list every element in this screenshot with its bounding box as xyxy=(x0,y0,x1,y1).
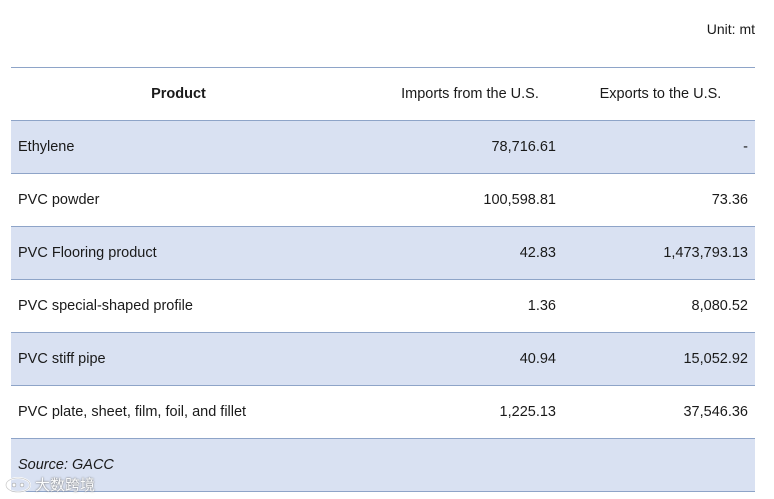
cell-product: PVC special-shaped profile xyxy=(18,298,193,314)
table-row: PVC plate, sheet, film, foil, and fillet… xyxy=(11,386,755,439)
header-imports: Imports from the U.S. xyxy=(401,86,539,102)
cell-exports: 15,052.92 xyxy=(683,351,748,367)
cell-exports: 8,080.52 xyxy=(691,298,748,314)
watermark-text: 大数跨境 xyxy=(35,477,96,494)
watermark-logo-icon xyxy=(5,476,31,493)
cell-imports: 42.83 xyxy=(519,245,556,261)
table-header-row: Product Imports from the U.S. Exports to… xyxy=(11,68,755,121)
table-row: PVC stiff pipe 40.94 15,052.92 xyxy=(11,333,755,386)
cell-product: PVC plate, sheet, film, foil, and fillet xyxy=(18,404,247,420)
header-exports: Exports to the U.S. xyxy=(599,86,722,102)
source-row: Source: GACC xyxy=(11,439,755,492)
cell-imports: 1.36 xyxy=(527,298,556,314)
cell-imports: 1,225.13 xyxy=(499,404,556,420)
cell-product: PVC powder xyxy=(18,192,100,208)
cell-product: PVC stiff pipe xyxy=(18,351,106,367)
cell-imports: 78,716.61 xyxy=(491,139,556,155)
cell-product: Ethylene xyxy=(18,139,75,155)
header-product: Product xyxy=(151,86,206,102)
table-row: PVC Flooring product 42.83 1,473,793.13 xyxy=(11,227,755,280)
cell-imports: 100,598.81 xyxy=(483,192,556,208)
table-row: Ethylene 78,716.61 - xyxy=(11,121,755,174)
source-note: Source: GACC xyxy=(18,457,114,473)
cell-exports: 1,473,793.13 xyxy=(663,245,748,261)
watermark: 大数跨境 xyxy=(4,474,95,495)
table-row: PVC special-shaped profile 1.36 8,080.52 xyxy=(11,280,755,333)
table-row: PVC powder 100,598.81 73.36 xyxy=(11,174,755,227)
cell-exports: 37,546.36 xyxy=(683,404,748,420)
unit-label: Unit: mt xyxy=(706,21,755,37)
cell-imports: 40.94 xyxy=(519,351,556,367)
cell-exports: - xyxy=(743,139,748,155)
data-table: Product Imports from the U.S. Exports to… xyxy=(11,67,755,492)
cell-exports: 73.36 xyxy=(711,192,748,208)
cell-product: PVC Flooring product xyxy=(18,245,157,261)
